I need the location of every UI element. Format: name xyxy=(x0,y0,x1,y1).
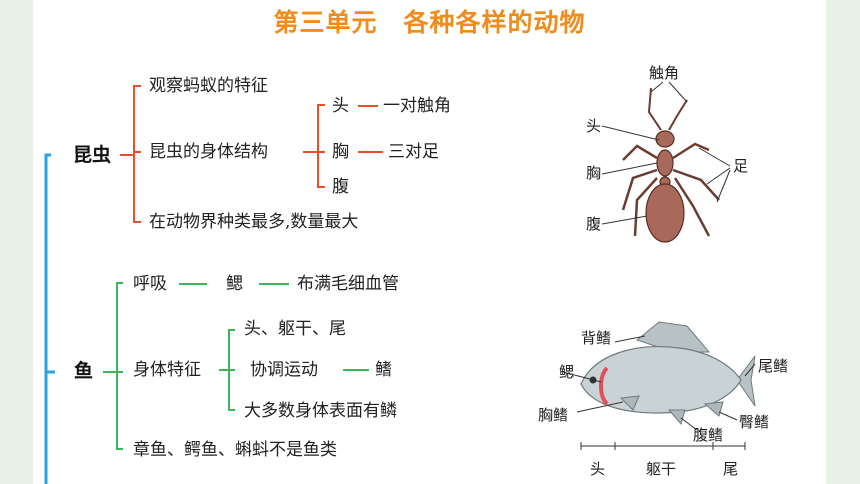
part-thorax-detail: 三对足 xyxy=(388,142,439,162)
insect-label: 昆虫 xyxy=(73,144,112,166)
fish-gill-label: 鳃 xyxy=(559,363,575,381)
part-thorax: 胸 xyxy=(332,142,349,162)
fish-illustration xyxy=(562,321,756,450)
fish-tail-fin xyxy=(736,355,756,407)
fish-tail-section: 尾 xyxy=(723,460,739,478)
fish-head-section: 头 xyxy=(590,460,606,478)
insect-item: 在动物界种类最多,数量最大 xyxy=(149,212,359,232)
part-head-detail: 一对触角 xyxy=(383,96,451,116)
fish-pelvic-label: 腹鳍 xyxy=(693,426,724,444)
fish-pectoral-label: 胸鳍 xyxy=(538,406,569,424)
body-item: 头、躯干、尾 xyxy=(244,319,346,339)
body-label: 身体特征 xyxy=(133,360,201,380)
fish-dorsal-label: 背鳍 xyxy=(581,329,612,347)
slide-page: 第三单元 各种各样的动物 昆虫 观察蚂蚁的特征 昆虫的身体结构 在动物界种类最多… xyxy=(33,0,826,484)
ant-head-label: 头 xyxy=(586,117,602,135)
ant-antenna-left xyxy=(647,87,662,131)
part-head: 头 xyxy=(332,96,349,116)
ant-thorax-label: 胸 xyxy=(586,164,602,182)
ant-abdomen xyxy=(645,183,685,243)
body-item: 大多数身体表面有鳞 xyxy=(244,401,397,421)
gill-detail: 布满毛细血管 xyxy=(297,274,399,294)
fish-note: 章鱼、鳄鱼、蝌蚪不是鱼类 xyxy=(133,440,337,460)
insect-item: 昆虫的身体结构 xyxy=(149,142,268,162)
gill-label: 鳃 xyxy=(226,274,243,294)
fish-gill xyxy=(599,366,609,406)
fish-tail-label: 尾鳍 xyxy=(758,357,789,375)
page-title: 第三单元 各种各样的动物 xyxy=(273,8,586,37)
fish-label: 鱼 xyxy=(74,360,94,382)
breath-label: 呼吸 xyxy=(133,274,167,294)
ant-antenna-label: 触角 xyxy=(649,64,680,82)
fish-pectoral-fin xyxy=(619,395,640,411)
body-item: 协调运动 xyxy=(250,360,318,380)
ant-abdomen-label: 腹 xyxy=(586,215,602,233)
fish-anal-fin xyxy=(703,401,724,417)
fish-pelvic-fin xyxy=(667,409,686,426)
fin-label: 鳍 xyxy=(375,360,392,380)
fish-trunk-section: 躯干 xyxy=(646,460,677,478)
mindmap-lines xyxy=(44,85,383,484)
fish-anal-label: 臀鳍 xyxy=(739,413,770,431)
root-bracket xyxy=(44,153,51,484)
fish-bracket xyxy=(116,282,123,450)
parts-bracket xyxy=(317,104,325,188)
ant-antenna-right xyxy=(668,99,688,131)
fish-body xyxy=(580,346,742,414)
insect-item: 观察蚂蚁的特征 xyxy=(149,76,268,96)
ant-illustration xyxy=(601,81,731,243)
ant-legs-label: 足 xyxy=(733,157,749,175)
part-abdomen: 腹 xyxy=(332,177,349,197)
insect-bracket xyxy=(133,85,141,223)
